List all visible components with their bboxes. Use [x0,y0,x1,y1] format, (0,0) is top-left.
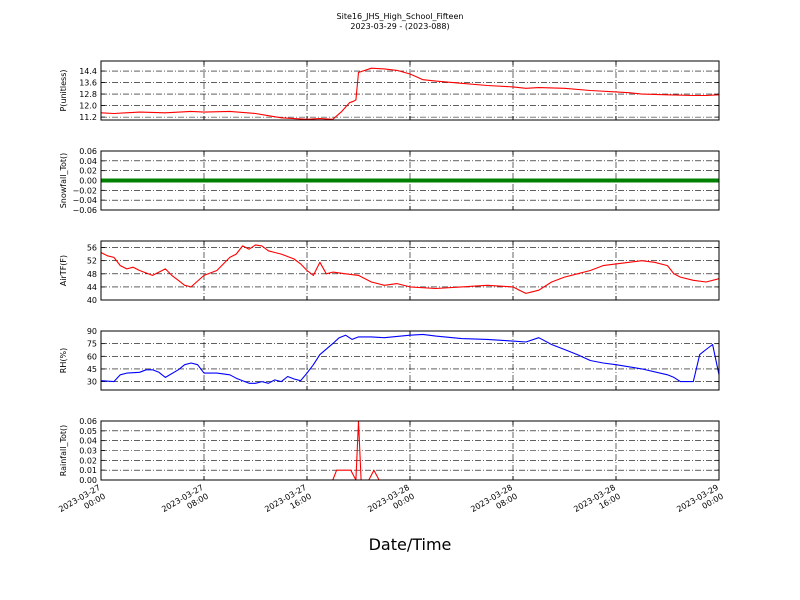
panels: 11.212.012.813.614.4P(unitless)−0.06−0.0… [59,60,720,485]
y-tick-label: 56 [87,244,97,253]
series-line [100,333,720,384]
y-tick-label: 30 [87,378,97,387]
y-tick-label: 0.00 [79,177,97,186]
y-tick-label: 48 [87,270,97,279]
plot-frame [100,420,720,481]
y-tick-label: 44 [87,283,97,292]
plot-frame [100,60,720,121]
y-tick-label: −0.02 [72,186,97,195]
plot-frame [100,240,720,301]
panel-3: 30 45 60 75 90 RH(%) [59,327,720,391]
y-tick-label: 90 [87,327,97,336]
y-tick-label: 0.05 [79,427,97,436]
x-tick-label: 2023-03-2716:00 [263,483,313,523]
y-tick-label: 60 [87,352,97,361]
plot-frame [100,150,720,211]
y-tick-label: 11.2 [79,113,97,122]
y-tick-label: 45 [87,365,97,374]
y-axis-label: Snowfall_Tot() [59,153,68,209]
series-line [101,420,719,481]
series-line [100,67,720,120]
y-axis-label: RH(%) [59,348,68,373]
y-tick-label: 14.4 [79,67,97,76]
x-tick-label: 2023-03-2708:00 [160,483,210,523]
x-tick-label: 2023-03-2816:00 [572,483,622,523]
panel-1: −0.06−0.04−0.020.000.020.040.06 Snowfall_… [59,147,720,215]
y-tick-label: 0.02 [79,456,97,465]
series-line [100,244,720,294]
y-tick-label: 40 [87,296,97,305]
y-tick-label: 0.04 [79,157,97,166]
y-axis-label: AirTF(F) [59,255,68,286]
panel-4: 0.000.010.020.030.040.050.06 Rainfall_Tot… [59,417,720,485]
x-tick-label: 2023-03-2700:00 [57,483,107,523]
x-axis-label: Date/Time [369,535,452,554]
x-tick-label: 2023-03-2900:00 [675,483,725,523]
y-axis-label: P(unitless) [59,69,68,111]
y-tick-label: −0.06 [72,206,97,215]
y-tick-label: 0.06 [79,417,97,426]
y-tick-label: 12.8 [79,90,97,99]
y-tick-label: 0.00 [79,476,97,485]
chart-title: Site16_JHS_High_School_Fifteen [337,12,464,21]
y-tick-label: 13.6 [79,79,97,88]
panel-2: 40 44 48 52 56 AirTF(F) [59,240,720,305]
panel-0: 11.2 12.0 12.8 13.6 14.4 P(unitless) [59,60,720,122]
x-tick-label: 2023-03-2800:00 [366,483,416,523]
y-tick-label: 0.06 [79,147,97,156]
y-tick-label: −0.04 [72,196,97,205]
y-tick-label: 12.0 [79,102,97,111]
y-tick-label: 0.03 [79,447,97,456]
y-tick-label: 0.01 [79,466,97,475]
y-tick-label: 0.02 [79,167,97,176]
y-tick-label: 52 [87,257,97,266]
x-tick-label: 2023-03-2808:00 [469,483,519,523]
plot-frame [100,330,720,391]
x-tick-labels: 2023-03-2700:00 2023-03-2708:00 2023-03-27… [57,483,725,523]
chart-subtitle: 2023-03-29 - (2023-088) [350,22,449,31]
y-tick-label: 0.04 [79,437,97,446]
y-tick-label: 75 [87,340,97,349]
y-axis-label: Rainfall_Tot() [59,425,68,477]
